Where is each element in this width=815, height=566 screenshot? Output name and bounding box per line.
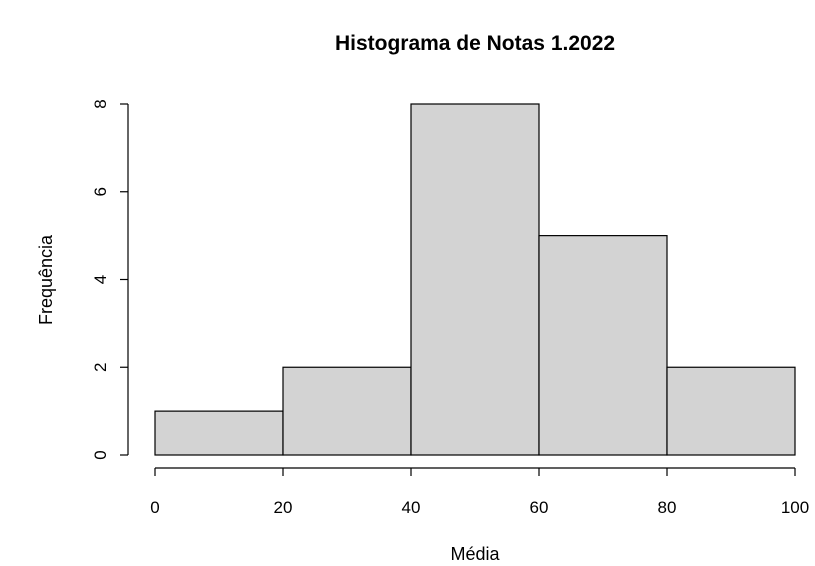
x-tick-label: 20 [274,498,293,517]
y-axis-label: Frequência [36,234,56,325]
histogram-bar [538,235,668,456]
histogram-bar [282,366,412,456]
histogram-bar [666,366,796,456]
histogram-bar [410,103,540,456]
y-axis: 0 2 4 6 8 [91,99,129,460]
y-tick-label: 2 [91,363,110,372]
x-tick-label: 100 [781,498,809,517]
bars-group [154,103,796,456]
x-tick-label: 80 [658,498,677,517]
x-tick-label: 0 [150,498,159,517]
y-tick-label: 6 [91,187,110,196]
x-tick-label: 60 [530,498,549,517]
y-tick-label: 8 [91,99,110,108]
y-tick-label: 0 [91,450,110,459]
x-tick-label: 40 [402,498,421,517]
chart-title: Histograma de Notas 1.2022 [335,32,615,55]
histogram-bar [154,410,284,456]
x-axis-label: Média [450,544,500,564]
x-axis: 0 20 40 60 80 100 [150,467,809,517]
y-tick-label: 4 [91,275,110,284]
